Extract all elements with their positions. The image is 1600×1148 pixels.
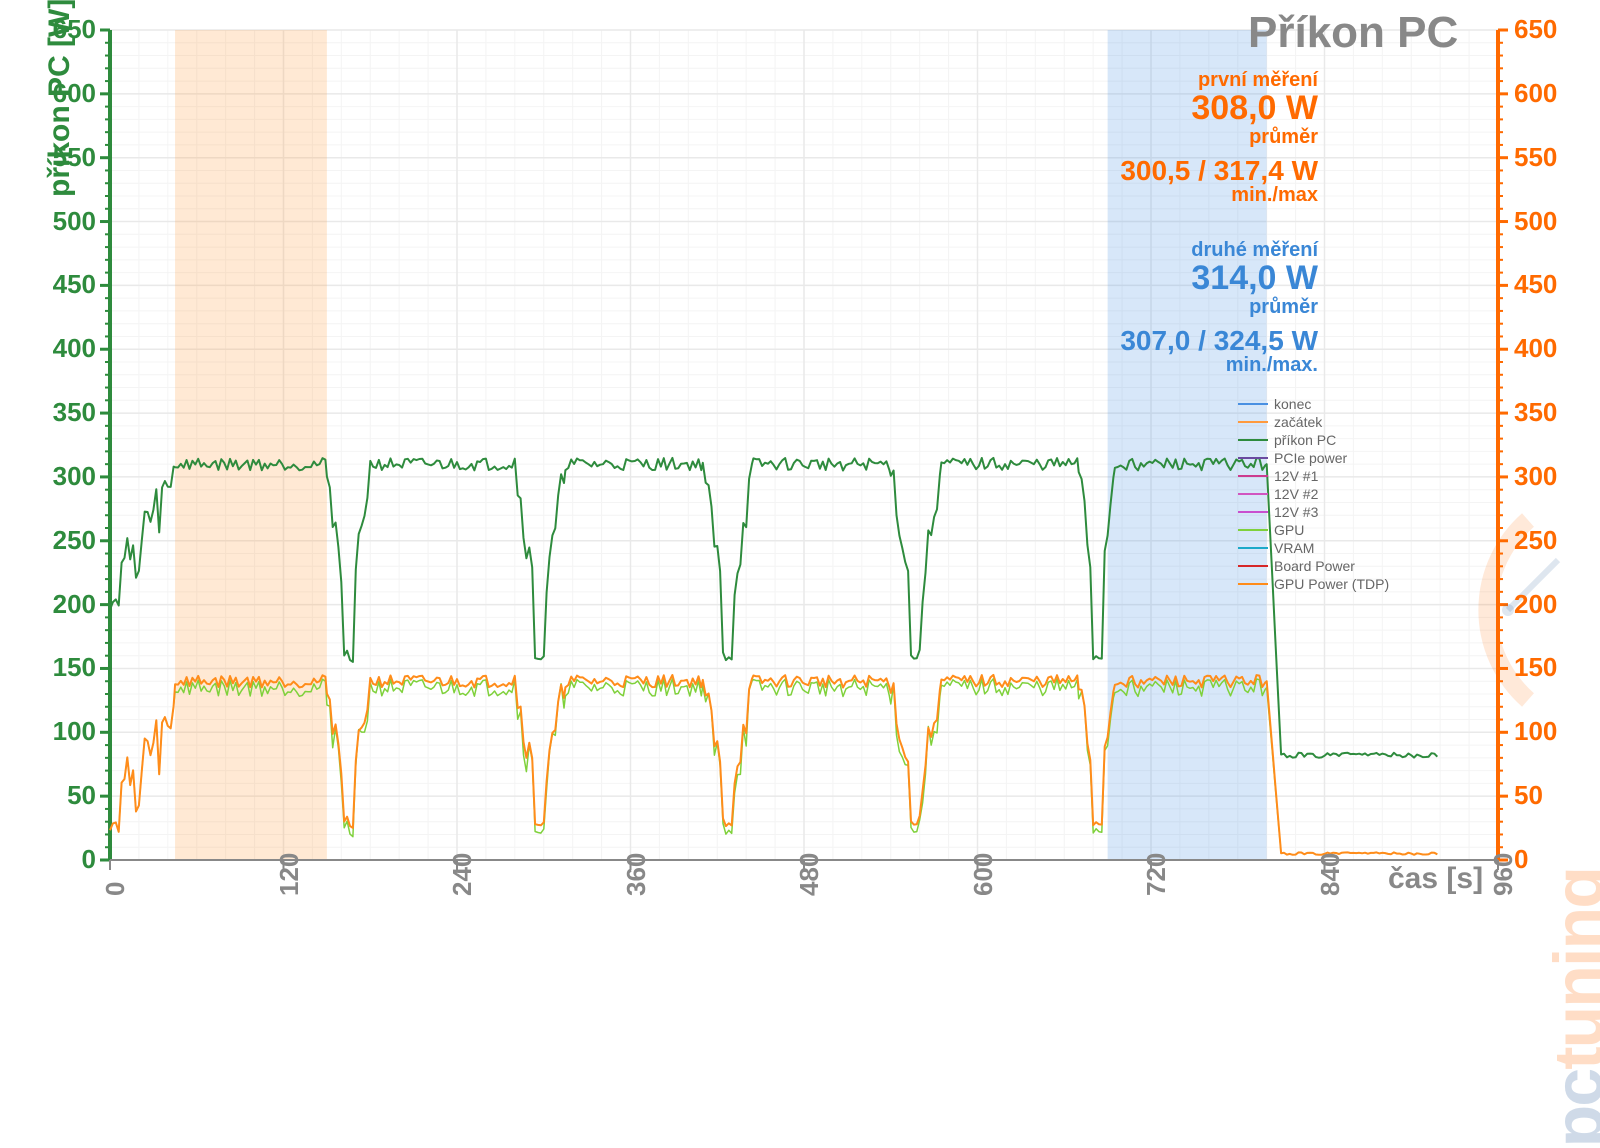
legend-item: GPU Power (TDP) <box>1238 575 1389 593</box>
watermark-a: pc <box>1539 1070 1600 1148</box>
legend-swatch <box>1238 457 1268 459</box>
y-left-tick: 500 <box>53 206 96 237</box>
x-tick: 720 <box>1141 853 1172 896</box>
m2-range: 307,0 / 324,5 W <box>998 326 1318 355</box>
x-tick: 360 <box>621 853 652 896</box>
y-right-tick: 150 <box>1514 652 1557 683</box>
legend-swatch <box>1238 493 1268 495</box>
y-right-tick: 400 <box>1514 333 1557 364</box>
chart-title: Příkon PC <box>1248 8 1458 58</box>
chart-legend: konec začátek příkon PC PCIe power 12V #1 12V… <box>1238 395 1389 593</box>
legend-swatch <box>1238 511 1268 513</box>
m1-rsub: min./max <box>998 185 1318 206</box>
legend-item: PCIe power <box>1238 449 1389 467</box>
y-right-tick: 450 <box>1514 269 1557 300</box>
x-tick: 600 <box>968 853 999 896</box>
y-left-tick: 400 <box>53 333 96 364</box>
legend-swatch <box>1238 529 1268 531</box>
legend-item: 12V #3 <box>1238 503 1389 521</box>
y-left-tick: 550 <box>53 142 96 173</box>
watermark-b: tuning <box>1539 868 1600 1070</box>
legend-label: Board Power <box>1274 558 1355 574</box>
m1-label: první měření <box>998 70 1318 91</box>
y-left-tick: 100 <box>53 716 96 747</box>
x-tick: 240 <box>447 853 478 896</box>
y-left-tick: 350 <box>53 397 96 428</box>
legend-item: 12V #2 <box>1238 485 1389 503</box>
legend-swatch <box>1238 583 1268 585</box>
legend-label: příkon PC <box>1274 432 1336 448</box>
m2-label: druhé měření <box>998 240 1318 261</box>
y-left-tick: 50 <box>67 780 96 811</box>
legend-label: GPU <box>1274 522 1304 538</box>
legend-swatch <box>1238 421 1268 423</box>
y-left-tick: 200 <box>53 589 96 620</box>
y-right-tick: 350 <box>1514 397 1557 428</box>
legend-item: 12V #1 <box>1238 467 1389 485</box>
legend-label: VRAM <box>1274 540 1314 556</box>
y-right-tick: 650 <box>1514 14 1557 45</box>
y-right-tick: 250 <box>1514 525 1557 556</box>
legend-item: GPU <box>1238 521 1389 539</box>
legend-item: VRAM <box>1238 539 1389 557</box>
x-tick: 960 <box>1488 853 1519 896</box>
x-tick: 840 <box>1315 853 1346 896</box>
m2-value: 314,0 W <box>998 261 1318 297</box>
m1-range: 300,5 / 317,4 W <box>998 156 1318 185</box>
y-right-tick: 300 <box>1514 461 1557 492</box>
x-tick: 120 <box>274 853 305 896</box>
m2-rsub: min./max. <box>998 355 1318 376</box>
m2-sub: průměr <box>998 297 1318 318</box>
m1-value: 308,0 W <box>998 91 1318 127</box>
x-axis-label: čas [s] <box>1388 862 1483 896</box>
y-left-tick: 250 <box>53 525 96 556</box>
y-left-tick: 300 <box>53 461 96 492</box>
legend-swatch <box>1238 547 1268 549</box>
legend-label: konec <box>1274 396 1311 412</box>
x-tick: 480 <box>794 853 825 896</box>
legend-item: příkon PC <box>1238 431 1389 449</box>
legend-swatch <box>1238 439 1268 441</box>
legend-item: Board Power <box>1238 557 1389 575</box>
y-right-tick: 500 <box>1514 206 1557 237</box>
legend-label: 12V #3 <box>1274 504 1318 520</box>
legend-label: 12V #1 <box>1274 468 1318 484</box>
legend-label: PCIe power <box>1274 450 1347 466</box>
legend-swatch <box>1238 475 1268 477</box>
y-right-tick: 50 <box>1514 780 1543 811</box>
legend-swatch <box>1238 565 1268 567</box>
legend-swatch <box>1238 403 1268 405</box>
y-right-tick: 100 <box>1514 716 1557 747</box>
legend-item: konec <box>1238 395 1389 413</box>
y-right-tick: 600 <box>1514 78 1557 109</box>
y-left-tick: 650 <box>53 14 96 45</box>
y-right-tick: 200 <box>1514 589 1557 620</box>
legend-item: začátek <box>1238 413 1389 431</box>
y-left-tick: 0 <box>82 844 96 875</box>
y-left-tick: 150 <box>53 652 96 683</box>
measurement-2-annotation: druhé měření 314,0 W průměr 307,0 / 324,… <box>998 240 1318 376</box>
legend-label: začátek <box>1274 414 1322 430</box>
y-left-tick: 450 <box>53 269 96 300</box>
y-left-tick: 600 <box>53 78 96 109</box>
legend-label: 12V #2 <box>1274 486 1318 502</box>
x-tick: 0 <box>100 882 131 896</box>
legend-label: GPU Power (TDP) <box>1274 576 1389 592</box>
measurement-1-annotation: první měření 308,0 W průměr 300,5 / 317,… <box>998 70 1318 206</box>
y-right-tick: 550 <box>1514 142 1557 173</box>
m1-sub: průměr <box>998 127 1318 148</box>
